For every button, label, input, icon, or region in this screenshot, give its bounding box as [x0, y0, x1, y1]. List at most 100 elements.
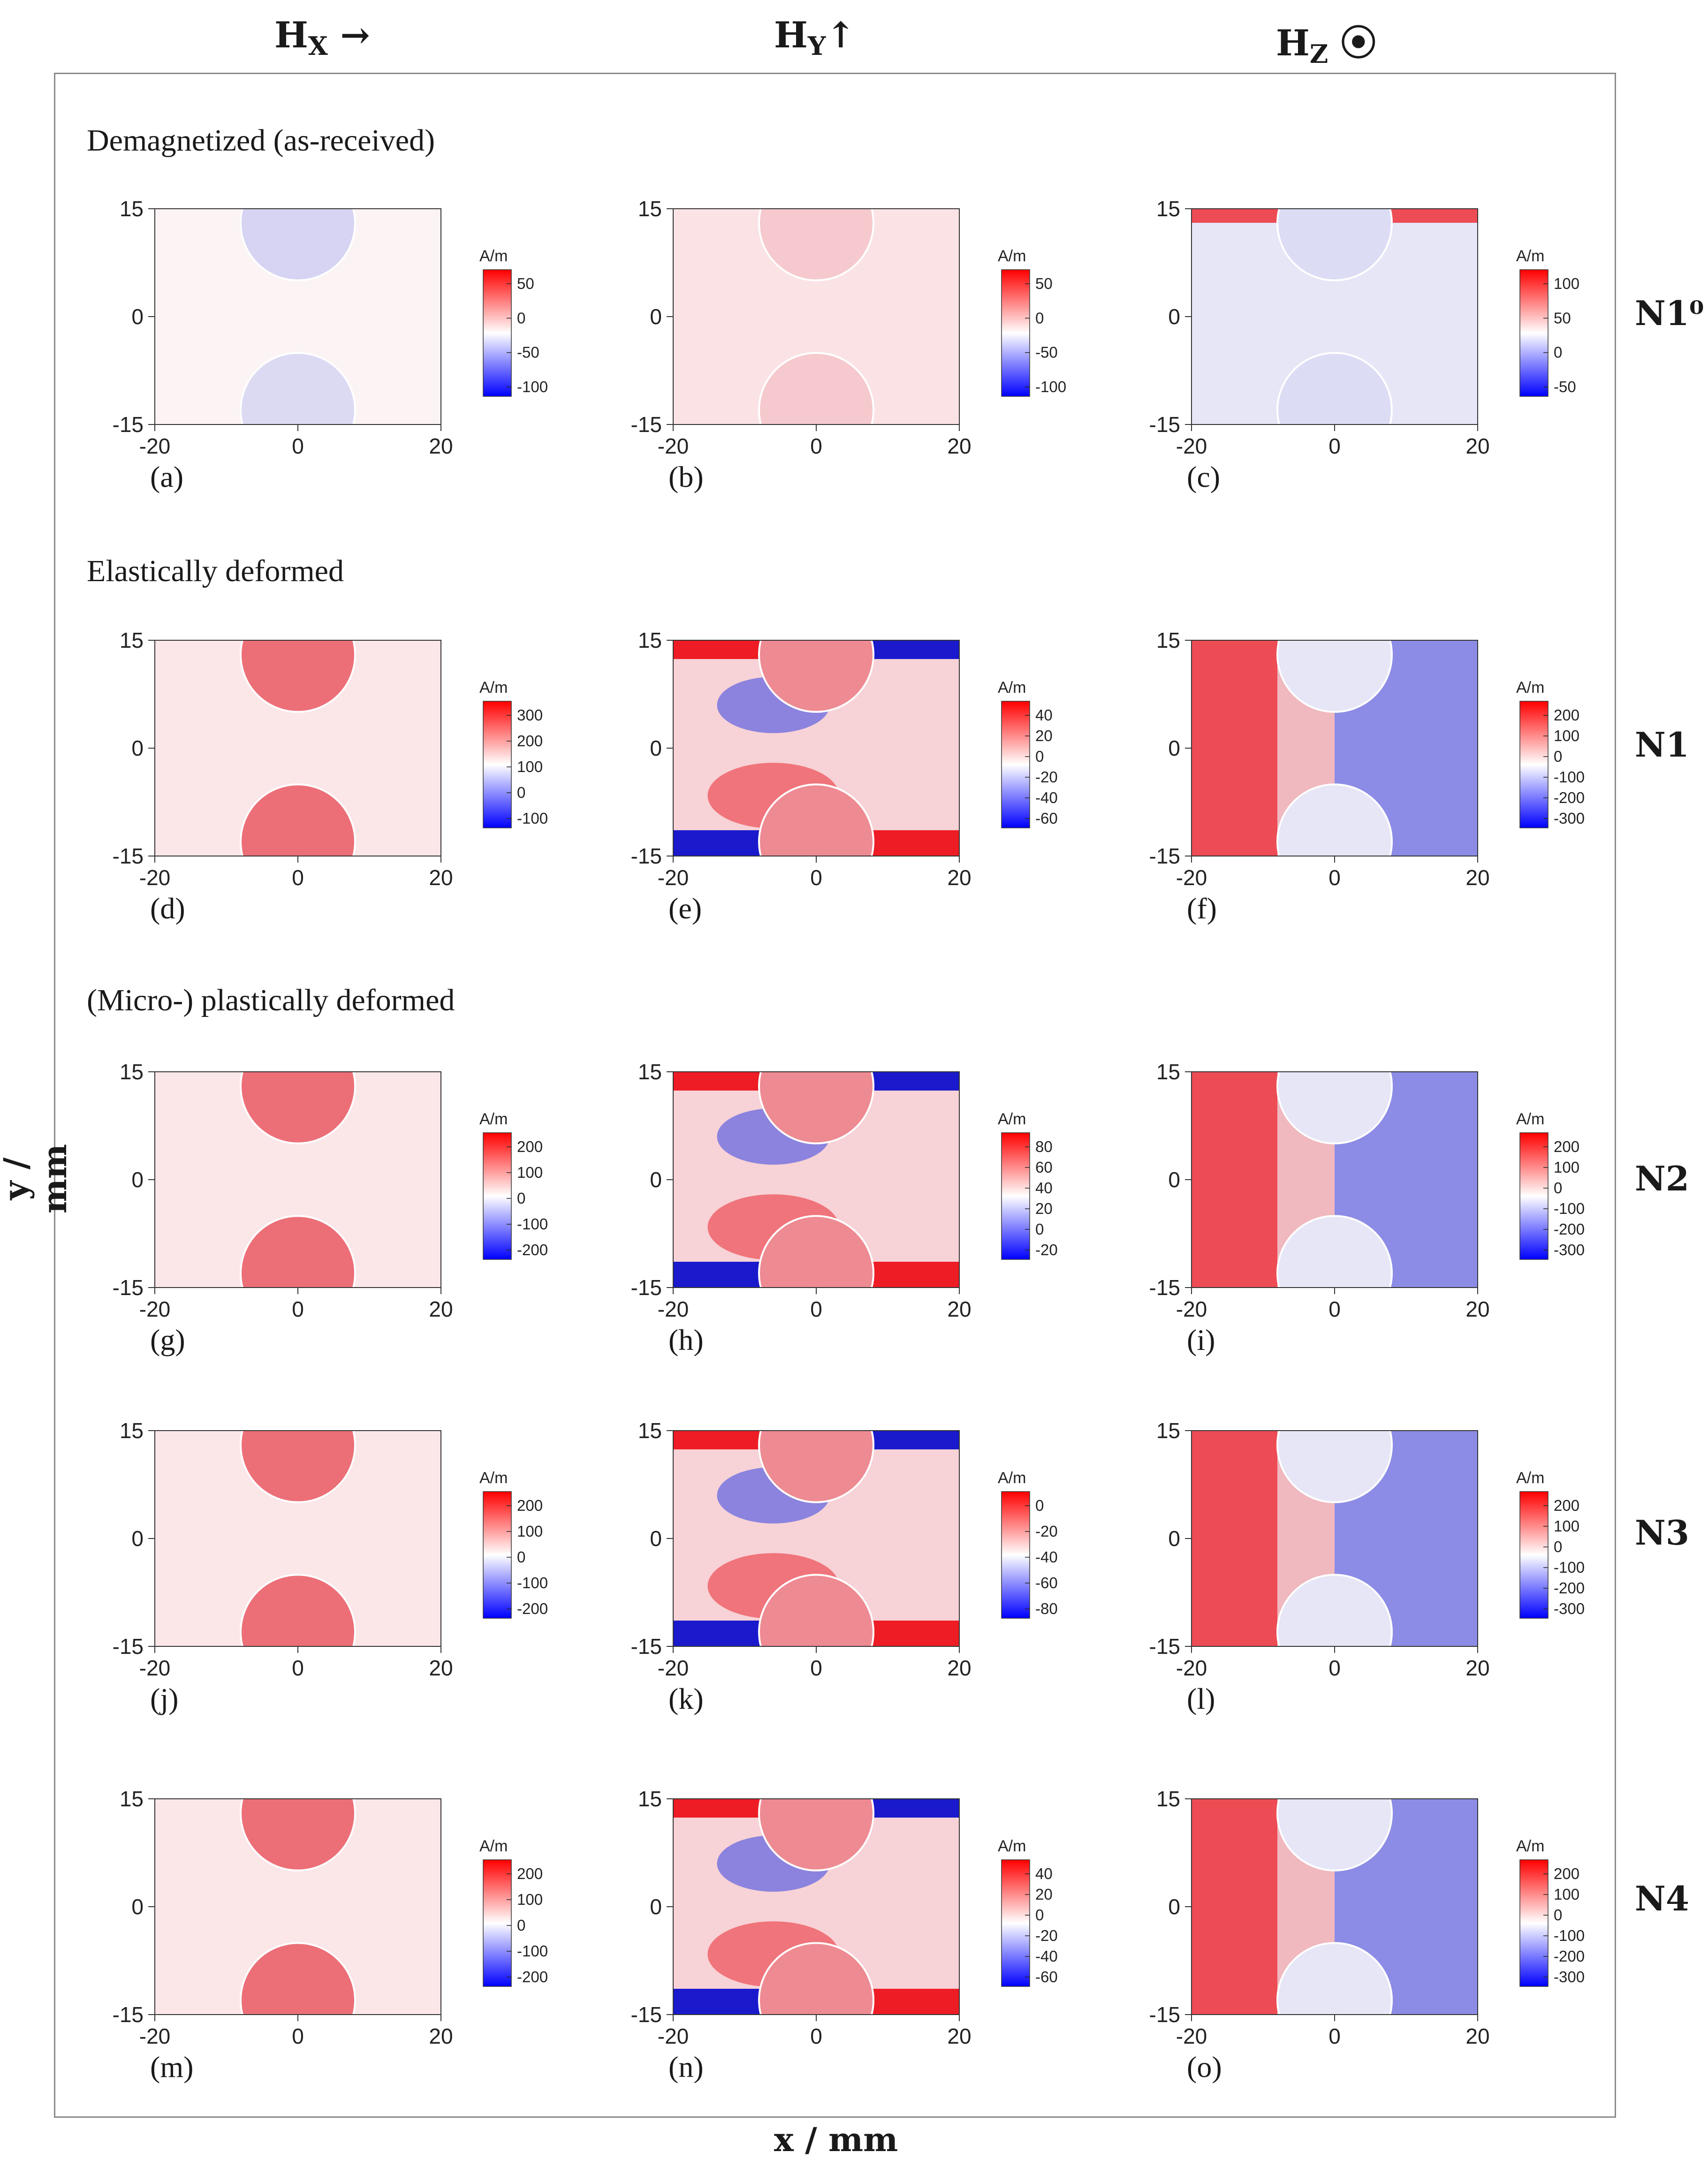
colorbar-unit: A/m	[998, 1837, 1026, 1855]
colorbar-tick-label: 0	[517, 309, 525, 326]
heatmap-panel: -20 0 20 15 0 -15 A/m 200 100 0 -100 -200 -300 (o)	[1131, 1785, 1623, 2084]
x-tick-label: 0	[292, 2024, 304, 2048]
y-tick-label: 0	[131, 1526, 144, 1551]
colorbar-unit: A/m	[479, 1469, 508, 1487]
x-tick-label: 0	[1328, 1297, 1341, 1321]
x-tick-label: 20	[1465, 865, 1489, 890]
notch-bottom	[1276, 1215, 1393, 1288]
colorbar-unit: A/m	[1516, 247, 1544, 265]
notch-top	[240, 640, 356, 713]
colorbar-tick-label: 100	[517, 1523, 543, 1540]
notch-bottom	[240, 352, 356, 424]
y-tick-label: -15	[631, 412, 662, 437]
colorbar	[1001, 1859, 1030, 1987]
x-tick-label: -20	[139, 865, 170, 890]
panel-label: (k)	[668, 1682, 704, 1715]
y-tick-label: 15	[638, 1787, 662, 1811]
hx-subscript: X	[308, 31, 328, 61]
colorbar	[483, 269, 512, 397]
panel-label: (j)	[150, 1682, 179, 1715]
heatmap-panel: -20 0 20 15 0 -15 A/m 100 50 0 -50 (c)	[1131, 195, 1623, 493]
notch-top	[758, 1431, 874, 1503]
notch-bottom	[758, 1942, 874, 2015]
field-region-negative	[673, 1262, 768, 1288]
y-tick-label: 15	[1156, 197, 1180, 221]
y-tick-label: -15	[1149, 2002, 1180, 2027]
notch-top	[240, 1799, 356, 1872]
colorbar-tick-label: 200	[1554, 1865, 1579, 1882]
y-tick-label: 0	[131, 736, 144, 760]
colorbar-tick-label: -60	[1035, 1968, 1058, 1986]
x-tick-label: 20	[429, 865, 453, 890]
column-header-hy: HY↑	[774, 14, 856, 61]
colorbar-tick-label: 50	[1554, 309, 1571, 326]
heatmap-panel: -20 0 20 15 0 -15 A/m 40 20 0 -20 -40 -60 (e)	[612, 626, 1105, 925]
column-header-hx: HX →	[274, 14, 370, 61]
y-tick-label: 15	[120, 1060, 144, 1084]
colorbar-tick-label: 40	[1035, 1865, 1053, 1882]
colorbar-tick-label: -200	[517, 1241, 548, 1258]
heatmap-panel: -20 0 20 15 0 -15 A/m 200 100 0 -100 -200 (m)	[94, 1785, 586, 2084]
x-tick-label: -20	[139, 1297, 170, 1321]
out-of-plane-icon: ⦿	[1340, 22, 1376, 64]
colorbar-tick-label: 100	[1554, 1886, 1579, 1903]
colorbar-tick-label: 200	[1554, 706, 1579, 724]
colorbar-tick-label: 200	[517, 1497, 543, 1514]
notch-top	[240, 209, 356, 281]
x-tick-label: 20	[429, 434, 453, 458]
y-tick-label: -15	[113, 844, 144, 868]
hx-label: H	[274, 14, 308, 56]
colorbar-tick-label: 100	[1554, 1159, 1579, 1176]
colorbar	[483, 1132, 512, 1260]
colorbar	[1001, 1132, 1030, 1260]
panel-label: (l)	[1187, 1682, 1215, 1715]
colorbar	[1519, 1859, 1549, 1987]
x-tick-label: 0	[810, 1656, 822, 1680]
x-tick-label: 20	[1465, 434, 1489, 458]
colorbar-unit: A/m	[1516, 679, 1544, 697]
y-tick-label: -15	[113, 1275, 144, 1300]
y-axis-title: y / mm	[0, 1144, 74, 1214]
colorbar-tick-label: -20	[1035, 768, 1058, 786]
field-region-positive	[673, 640, 768, 659]
hy-subscript: Y	[807, 31, 826, 61]
heatmap-panel: -20 0 20 15 0 -15 A/m 200 100 0 -100 -200 -300 (l)	[1131, 1417, 1623, 1715]
x-tick-label: 20	[947, 434, 971, 458]
notch-top	[1276, 1431, 1393, 1503]
field-region-positive	[673, 1431, 768, 1449]
section-elastic: Elastically deformed	[87, 554, 344, 588]
x-tick-label: 20	[947, 865, 971, 890]
notch-bottom	[758, 352, 874, 424]
y-tick-label: 15	[1156, 1787, 1180, 1811]
colorbar-tick-label: 20	[1035, 1886, 1053, 1903]
colorbar-tick-label: -100	[1554, 1927, 1585, 1944]
x-tick-label: -20	[658, 434, 689, 458]
heatmap-svg: -20 0 20 15 0 -15 A/m 50 0 -50 -100	[631, 197, 1067, 458]
field-region-positive	[1192, 1072, 1277, 1288]
colorbar-tick-label: -300	[1554, 1600, 1585, 1617]
colorbar-tick-label: -200	[517, 1600, 548, 1617]
colorbar-tick-label: -20	[1035, 1927, 1058, 1944]
field-region-positive	[1192, 1431, 1277, 1646]
y-tick-label: -15	[631, 1634, 662, 1659]
y-tick-label: 15	[120, 628, 144, 652]
colorbar-tick-label: 0	[517, 784, 525, 801]
colorbar-tick-label: -200	[1554, 1948, 1585, 1965]
colorbar	[483, 1491, 512, 1619]
colorbar-unit: A/m	[1516, 1110, 1544, 1128]
colorbar-tick-label: -300	[1554, 1241, 1585, 1258]
colorbar-unit: A/m	[998, 1110, 1026, 1128]
colorbar-tick-label: 0	[517, 1917, 525, 1934]
x-tick-label: 0	[292, 865, 304, 890]
colorbar-tick-label: 100	[517, 1164, 543, 1181]
notch-bottom	[240, 1215, 356, 1288]
y-tick-label: 15	[120, 1418, 144, 1443]
x-tick-label: -20	[1176, 2024, 1207, 2048]
field-region-negative	[673, 1621, 768, 1646]
colorbar-tick-label: -200	[517, 1968, 548, 1986]
heatmap-svg: -20 0 20 15 0 -15 A/m 0 -20 -40 -60 -80	[631, 1418, 1058, 1680]
y-tick-label: 0	[131, 1167, 144, 1192]
